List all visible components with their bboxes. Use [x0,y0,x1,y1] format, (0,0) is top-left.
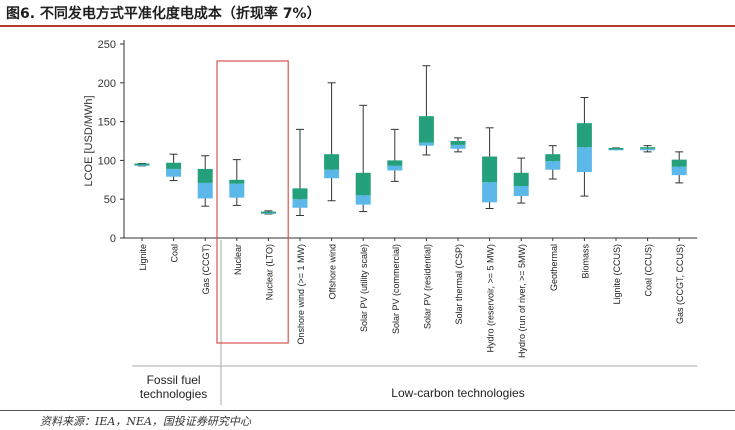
category-label: Biomass [580,244,590,279]
figure-title: 图6. 不同发电方式平准化度电成本（折现率 7%） [6,6,321,22]
category-label: Solar PV (utility scale) [359,244,369,332]
box-lower [387,165,403,171]
y-tick-label: 0 [110,233,116,245]
box-upper [134,163,150,166]
box-upper [197,168,213,183]
category-label: Solar PV (commercial) [391,244,401,334]
box-upper [545,154,561,162]
title-rule [0,25,735,27]
box-lower [260,212,276,214]
lcoe-box-chart: 0 50 100 150 200 250 LCOE [USD/MWh] Fossil fuel… [83,39,698,405]
y-tick-label: 50 [104,194,116,206]
category-label: Nuclear [233,244,243,275]
box-upper [450,141,466,145]
footer-rule [0,410,735,411]
box-upper [576,123,592,148]
y-axis-label: LCOE [USD/MWh] [83,95,95,186]
y-tick-label: 250 [98,39,116,51]
box-lower [671,166,687,176]
box-lower [134,164,150,166]
box-lower [292,199,308,208]
box-upper [292,188,308,200]
box-upper [324,154,340,170]
category-label: Hydro (reservoir, >= 5 MW) [486,244,496,353]
category-label: Solar PV (residential) [422,244,432,329]
box-lower [640,148,656,151]
box-lower [545,161,561,170]
y-tick-label: 150 [98,117,116,129]
group-label: Fossil fuel [147,373,201,387]
box-lower [513,186,529,197]
box-upper [671,159,687,167]
y-tick-label: 100 [98,155,116,167]
category-label: Coal (CCUS) [644,244,654,297]
box-upper [418,116,434,143]
category-label: Nuclear (LTO) [264,244,274,300]
group-label: technologies [140,387,207,401]
box-lower [482,182,498,203]
group-label: Low-carbon technologies [391,386,524,400]
category-label: Solar thermal (CSP) [454,244,464,325]
box-upper [229,179,245,184]
category-label: Coal [170,244,180,263]
category-label: Hydro (run of river, >= 5MW) [517,244,527,358]
category-label: Gas (CCGT) [201,244,211,295]
box-upper [482,156,498,183]
box-upper [260,211,276,214]
box-lower [324,169,340,179]
category-label: Offshore wind [328,244,338,299]
box-upper [640,147,656,149]
box-upper [166,162,182,169]
box-lower [576,147,592,173]
category-label: Gas (CCGT, CCUS) [675,244,685,324]
category-label: Lignite (CCUS) [612,244,622,305]
box-lower [418,142,434,146]
box-lower [450,144,466,149]
box-upper [387,160,403,166]
source-note: 资料来源：IEA，NEA，国投证券研究中心 [40,415,251,428]
box-upper [608,147,624,150]
box-lower [355,195,371,205]
category-label: Onshore wind (>= 1 MW) [296,244,306,345]
box-lower [608,148,624,151]
box-upper [355,172,371,196]
category-label: Geothermal [549,244,559,291]
box-lower [229,183,245,198]
box-upper [513,172,529,187]
box-lower [197,182,213,199]
category-label: Lignite [138,244,148,271]
y-tick-label: 200 [98,78,116,90]
box-lower [166,168,182,177]
nuclear-highlight-frame [216,60,289,344]
